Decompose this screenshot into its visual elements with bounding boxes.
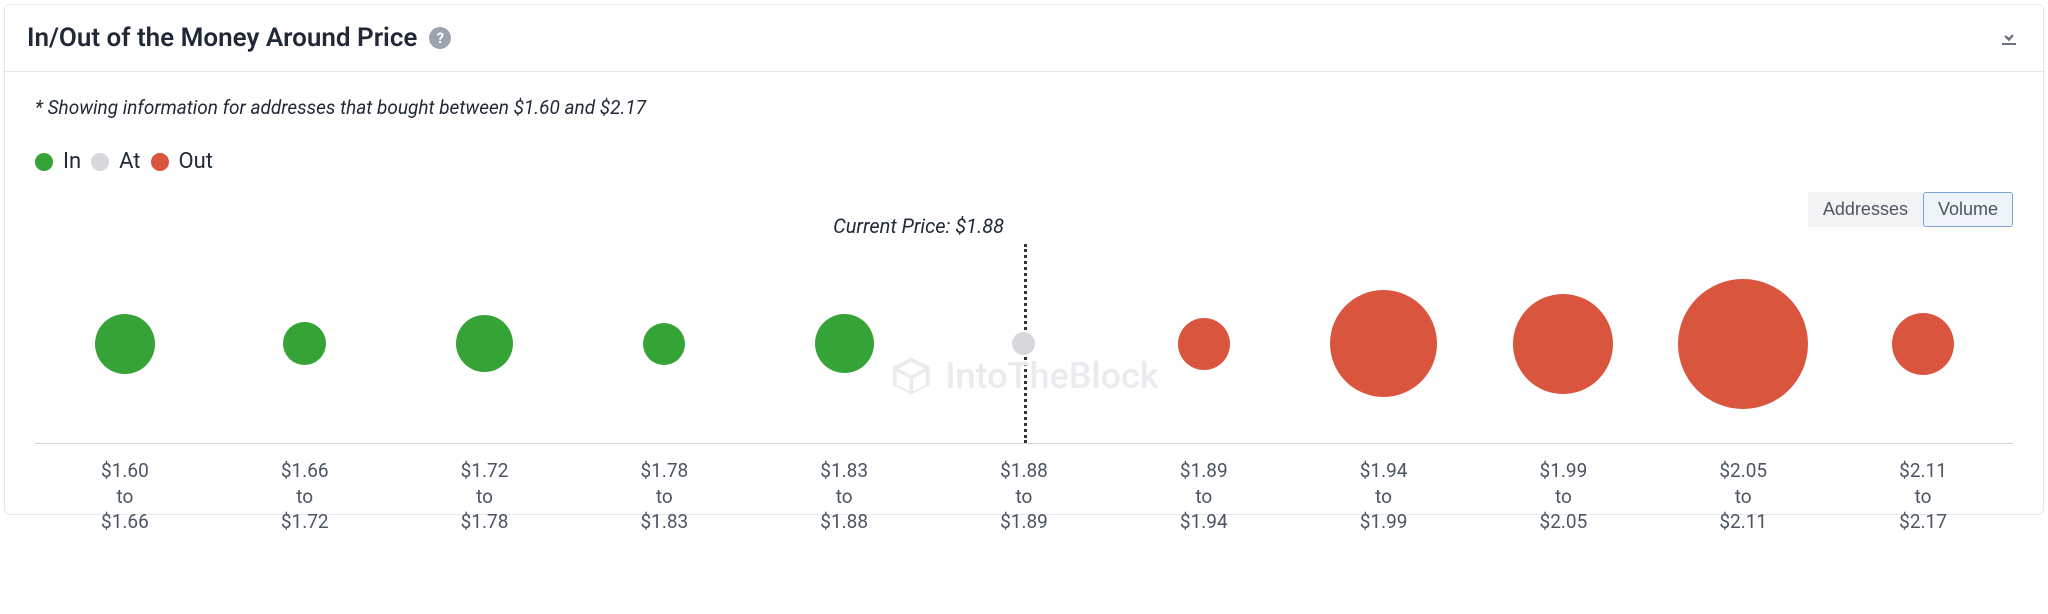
x-axis-label: $2.05to$2.11 [1653,458,1833,535]
bubble[interactable] [1678,279,1808,409]
help-icon[interactable]: ? [429,27,451,49]
bubble-cell [395,244,575,443]
current-price-label: Current Price: $1.88 [833,214,1024,238]
bubble-cell [1474,244,1654,443]
bubble[interactable] [1892,313,1954,375]
bubble-cell [934,244,1114,443]
legend-dot-out [151,153,169,171]
x-axis-label: $1.83to$1.88 [754,458,934,535]
bubble-cell [1833,244,2013,443]
bubble-chart: Current Price: $1.88 IntoTheBlock $1.60t… [35,244,2013,504]
view-toggle: Addresses Volume [1808,192,2013,227]
legend-dot-in [35,153,53,171]
bubble-cell [35,244,215,443]
x-axis-label: $1.88to$1.89 [934,458,1114,535]
legend-label-out: Out [179,149,213,174]
bubble[interactable] [456,315,513,372]
title-wrap: In/Out of the Money Around Price ? [27,23,451,53]
bubble-cell [1653,244,1833,443]
toggle-addresses-button[interactable]: Addresses [1808,192,1923,227]
bubble-cell [574,244,754,443]
card-body: * Showing information for addresses that… [5,72,2043,514]
legend-dot-at [91,153,109,171]
x-axis: $1.60to$1.66$1.66to$1.72$1.72to$1.78$1.7… [35,444,2013,535]
card-title: In/Out of the Money Around Price [27,23,417,53]
toggle-volume-button[interactable]: Volume [1923,192,2013,227]
bubble-cell [215,244,395,443]
download-icon[interactable] [1997,24,2021,52]
x-axis-label: $1.94to$1.99 [1294,458,1474,535]
x-axis-label: $1.60to$1.66 [35,458,215,535]
bubble-cell [1294,244,1474,443]
legend-label-in: In [63,149,81,174]
legend-label-at: At [119,149,140,174]
bubble[interactable] [1330,290,1437,397]
bubble[interactable] [1012,332,1035,355]
bubble[interactable] [643,323,685,365]
bubble-cell [754,244,934,443]
x-axis-label: $1.99to$2.05 [1474,458,1654,535]
bubble-row [35,244,2013,444]
legend: In At Out [35,149,213,174]
bubble[interactable] [1178,318,1230,370]
bubble[interactable] [283,322,326,365]
legend-row: In At Out [35,149,2013,174]
x-axis-label: $1.78to$1.83 [574,458,754,535]
range-caption: * Showing information for addresses that… [35,96,2013,119]
x-axis-label: $1.89to$1.94 [1114,458,1294,535]
bubble[interactable] [1513,294,1613,394]
bubble[interactable] [815,314,874,373]
x-axis-label: $1.72to$1.78 [395,458,575,535]
bubble[interactable] [95,314,155,374]
bubble-cell [1114,244,1294,443]
x-axis-label: $1.66to$1.72 [215,458,395,535]
iomap-card: In/Out of the Money Around Price ? * Sho… [4,4,2044,515]
x-axis-label: $2.11to$2.17 [1833,458,2013,535]
card-header: In/Out of the Money Around Price ? [5,5,2043,71]
